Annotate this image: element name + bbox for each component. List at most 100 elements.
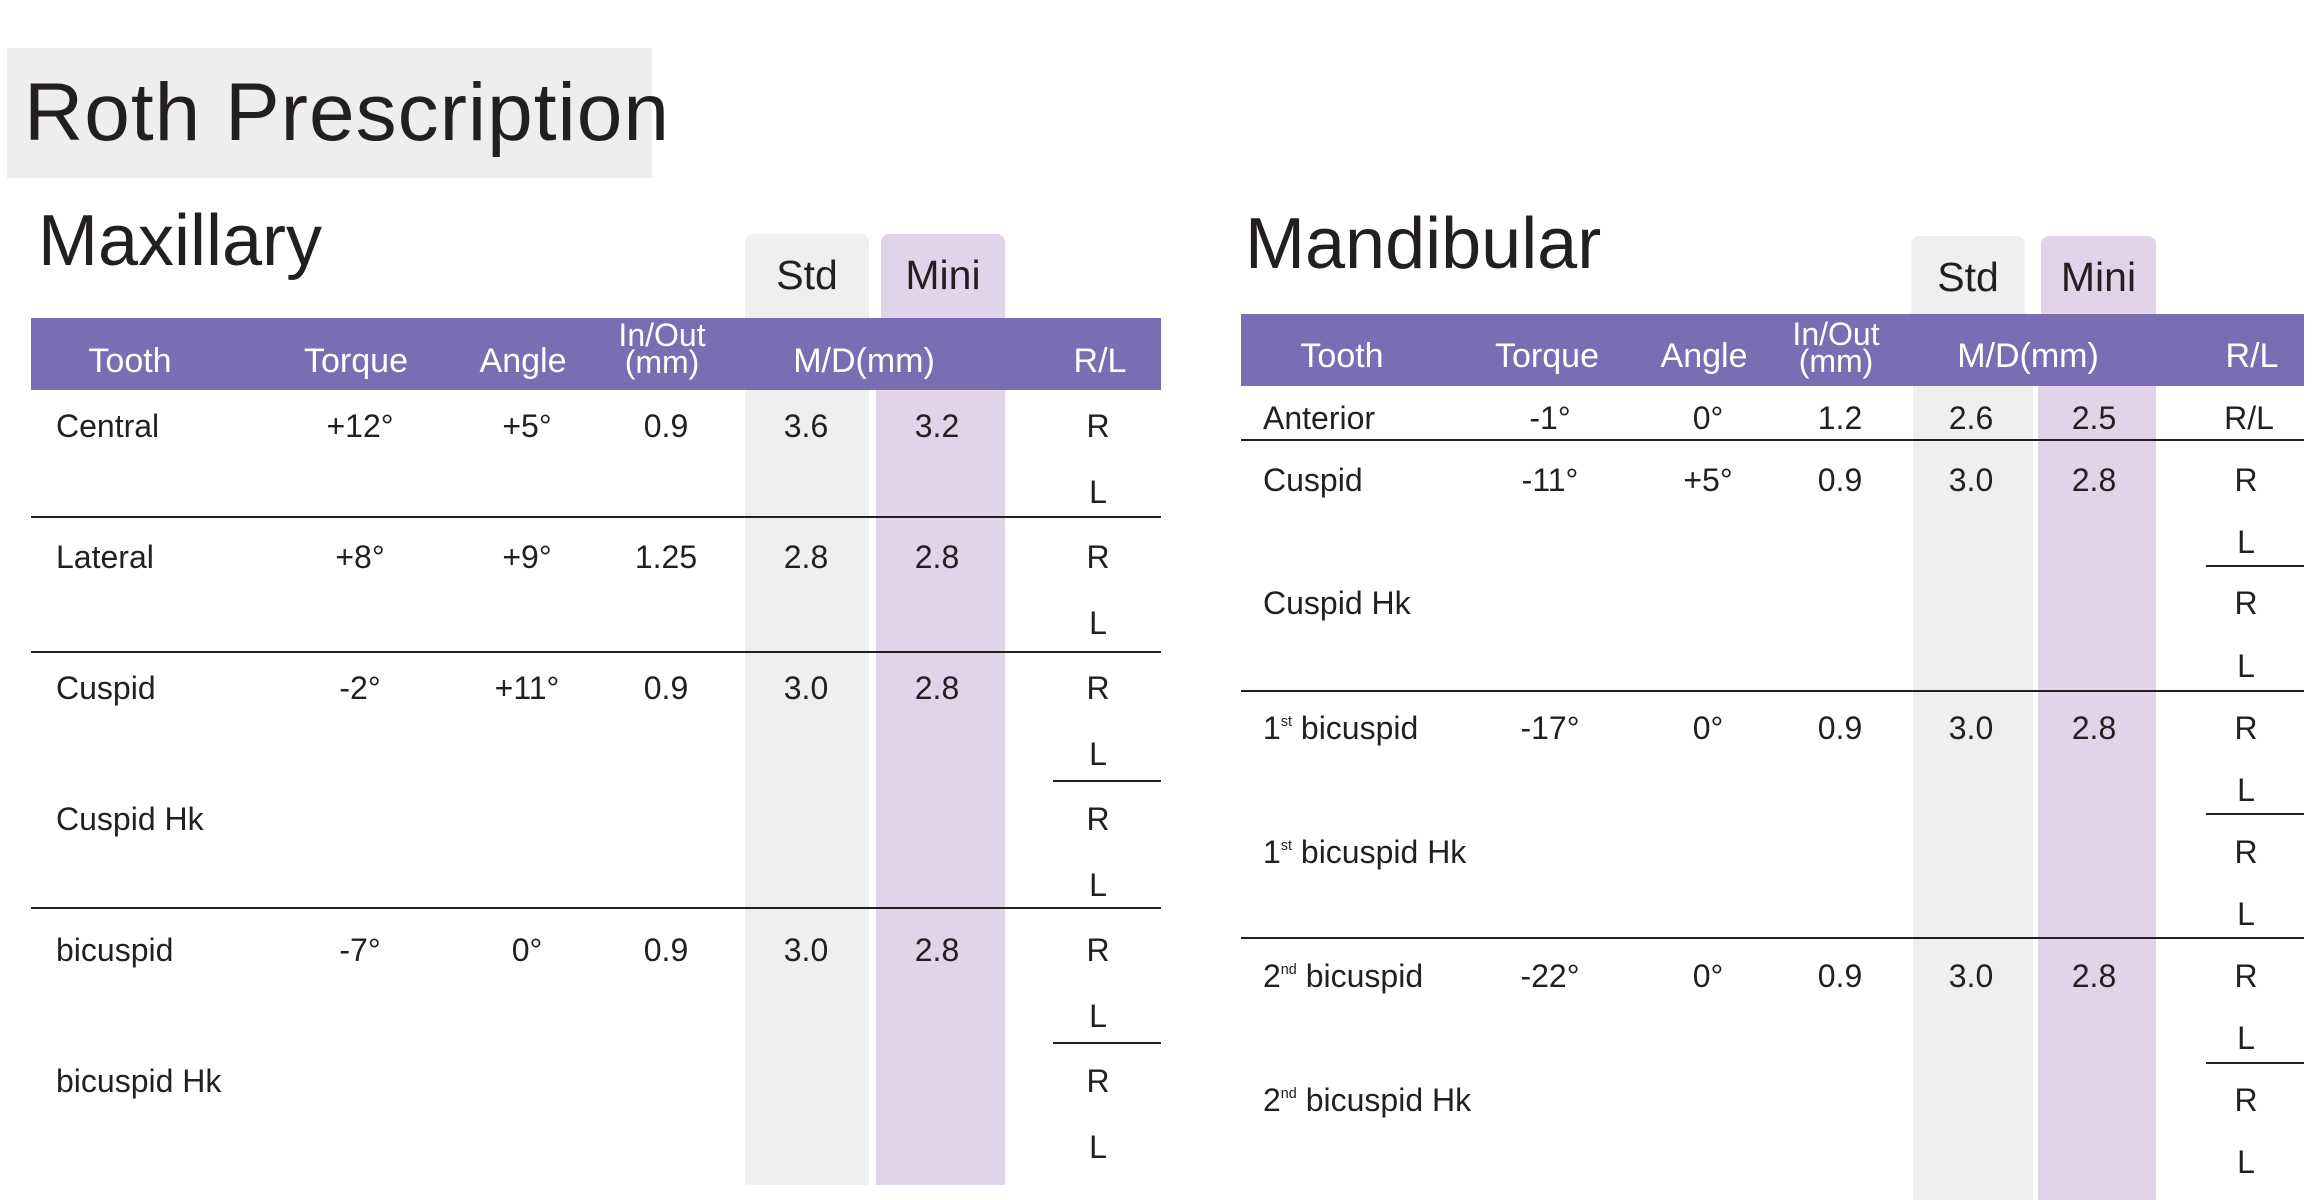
- header-inout: In/Out (mm): [1792, 316, 1880, 377]
- std-cell: 2.8: [783, 539, 829, 575]
- torque-cell: -11°: [1521, 462, 1579, 498]
- std-cell: 3.0: [1948, 958, 1994, 994]
- mini-cell: 2.8: [914, 932, 960, 968]
- tooth-cell: bicuspid: [56, 932, 174, 968]
- std-column: [1913, 386, 2033, 1200]
- header-inout-line1: In/Out: [1792, 316, 1880, 352]
- title-box: Roth Prescription: [7, 48, 669, 178]
- std-cell: 3.0: [783, 670, 829, 706]
- tooth-label: bicuspid Hk: [1296, 1082, 1472, 1118]
- header-inout-line2: (mm): [624, 344, 700, 380]
- rl-cell: R/L: [2224, 400, 2274, 436]
- rl-cell: R: [2234, 585, 2258, 621]
- header-rl: R/L: [2225, 337, 2279, 375]
- header-inout-line1: In/Out: [618, 317, 706, 353]
- header-torque: Torque: [1495, 337, 1599, 375]
- maxillary-header-bar: [31, 318, 1161, 390]
- tooth-cell: Cuspid: [56, 670, 156, 706]
- tooth-cell: 1st bicuspid: [1263, 710, 1418, 747]
- tooth-cell: Central: [56, 408, 160, 444]
- rl-cell: L: [1089, 605, 1107, 641]
- angle-cell: +5°: [502, 408, 552, 444]
- rl-cell: L: [1089, 474, 1107, 510]
- header-tooth: Tooth: [88, 342, 172, 380]
- rl-cell: L: [2237, 1020, 2255, 1056]
- torque-cell: -17°: [1520, 710, 1580, 746]
- row-divider: [1241, 690, 2304, 692]
- torque-cell: +12°: [326, 408, 394, 444]
- std-cell: 3.0: [1948, 462, 1994, 498]
- tooth-number: 1: [1263, 710, 1281, 746]
- ordinal-suffix: st: [1280, 714, 1292, 730]
- angle-cell: +11°: [494, 670, 560, 706]
- rl-cell: R: [2234, 834, 2258, 870]
- rl-cell: L: [1089, 998, 1107, 1034]
- tooth-cell: bicuspid Hk: [56, 1063, 222, 1099]
- rl-cell: R: [1086, 670, 1110, 706]
- rl-divider: [2206, 813, 2304, 815]
- tooth-label: bicuspid Hk: [1292, 834, 1467, 870]
- mini-cell: 3.2: [914, 408, 960, 444]
- rl-cell: L: [1089, 867, 1107, 903]
- tooth-cell: 1st bicuspid Hk: [1263, 834, 1466, 871]
- rl-divider: [1053, 1042, 1161, 1044]
- row-divider: [31, 651, 1161, 653]
- tooth-label: bicuspid: [1296, 958, 1424, 994]
- mini-cell: 2.8: [914, 539, 960, 575]
- rl-cell: L: [2237, 1144, 2255, 1180]
- torque-cell: -1°: [1529, 400, 1571, 436]
- inout-cell: 0.9: [643, 932, 689, 968]
- rl-cell: R: [2234, 1082, 2258, 1118]
- rl-cell: R: [2234, 958, 2258, 994]
- std-tab: Std: [745, 234, 869, 318]
- header-angle: Angle: [1660, 337, 1748, 375]
- rl-cell: R: [1086, 932, 1110, 968]
- std-cell: 2.6: [1948, 400, 1994, 436]
- torque-cell: +8°: [335, 539, 385, 575]
- tooth-cell: Lateral: [56, 539, 154, 575]
- mini-tab: Mini: [881, 234, 1005, 318]
- mandibular-title: Mandibular: [1245, 204, 1602, 284]
- std-tab: Std: [1911, 236, 2025, 316]
- tooth-cell: 2nd bicuspid Hk: [1263, 1082, 1471, 1119]
- rl-cell: R: [1086, 539, 1110, 575]
- torque-cell: -7°: [339, 932, 381, 968]
- inout-cell: 0.9: [643, 408, 689, 444]
- rl-cell: R: [2234, 710, 2258, 746]
- header-md: M/D(mm): [793, 342, 935, 380]
- angle-cell: +9°: [502, 539, 552, 575]
- ordinal-suffix: st: [1280, 838, 1292, 854]
- angle-cell: +5°: [1683, 462, 1733, 498]
- tooth-number: 1: [1263, 834, 1281, 870]
- tooth-cell: Anterior: [1263, 400, 1376, 436]
- rl-cell: R: [1086, 801, 1110, 837]
- std-column: [745, 390, 869, 1185]
- rl-cell: R: [1086, 408, 1110, 444]
- tooth-label: bicuspid: [1292, 710, 1419, 746]
- mini-cell: 2.8: [2071, 462, 2117, 498]
- inout-cell: 1.25: [634, 539, 698, 575]
- rl-cell: L: [2237, 896, 2255, 932]
- inout-cell: 0.9: [1817, 462, 1863, 498]
- std-cell: 3.6: [783, 408, 829, 444]
- rl-cell: L: [2237, 524, 2255, 560]
- angle-cell: 0°: [1692, 400, 1724, 436]
- rl-cell: R: [2234, 462, 2258, 498]
- tooth-number: 2: [1263, 958, 1281, 994]
- row-divider: [31, 516, 1161, 518]
- mini-column: [2038, 386, 2156, 1200]
- torque-cell: -2°: [339, 670, 381, 706]
- angle-cell: 0°: [1692, 710, 1724, 746]
- rl-divider: [1053, 780, 1161, 782]
- rl-cell: L: [1089, 736, 1107, 772]
- inout-cell: 0.9: [1817, 958, 1863, 994]
- inout-cell: 0.9: [643, 670, 689, 706]
- header-inout: In/Out (mm): [618, 317, 706, 380]
- ordinal-suffix: nd: [1280, 1086, 1297, 1102]
- rl-cell: L: [2237, 648, 2255, 684]
- inout-cell: 0.9: [1817, 710, 1863, 746]
- mini-column: [876, 390, 1005, 1185]
- std-cell: 3.0: [783, 932, 829, 968]
- mandibular-header-bar: [1241, 314, 2304, 386]
- ordinal-suffix: nd: [1280, 962, 1297, 978]
